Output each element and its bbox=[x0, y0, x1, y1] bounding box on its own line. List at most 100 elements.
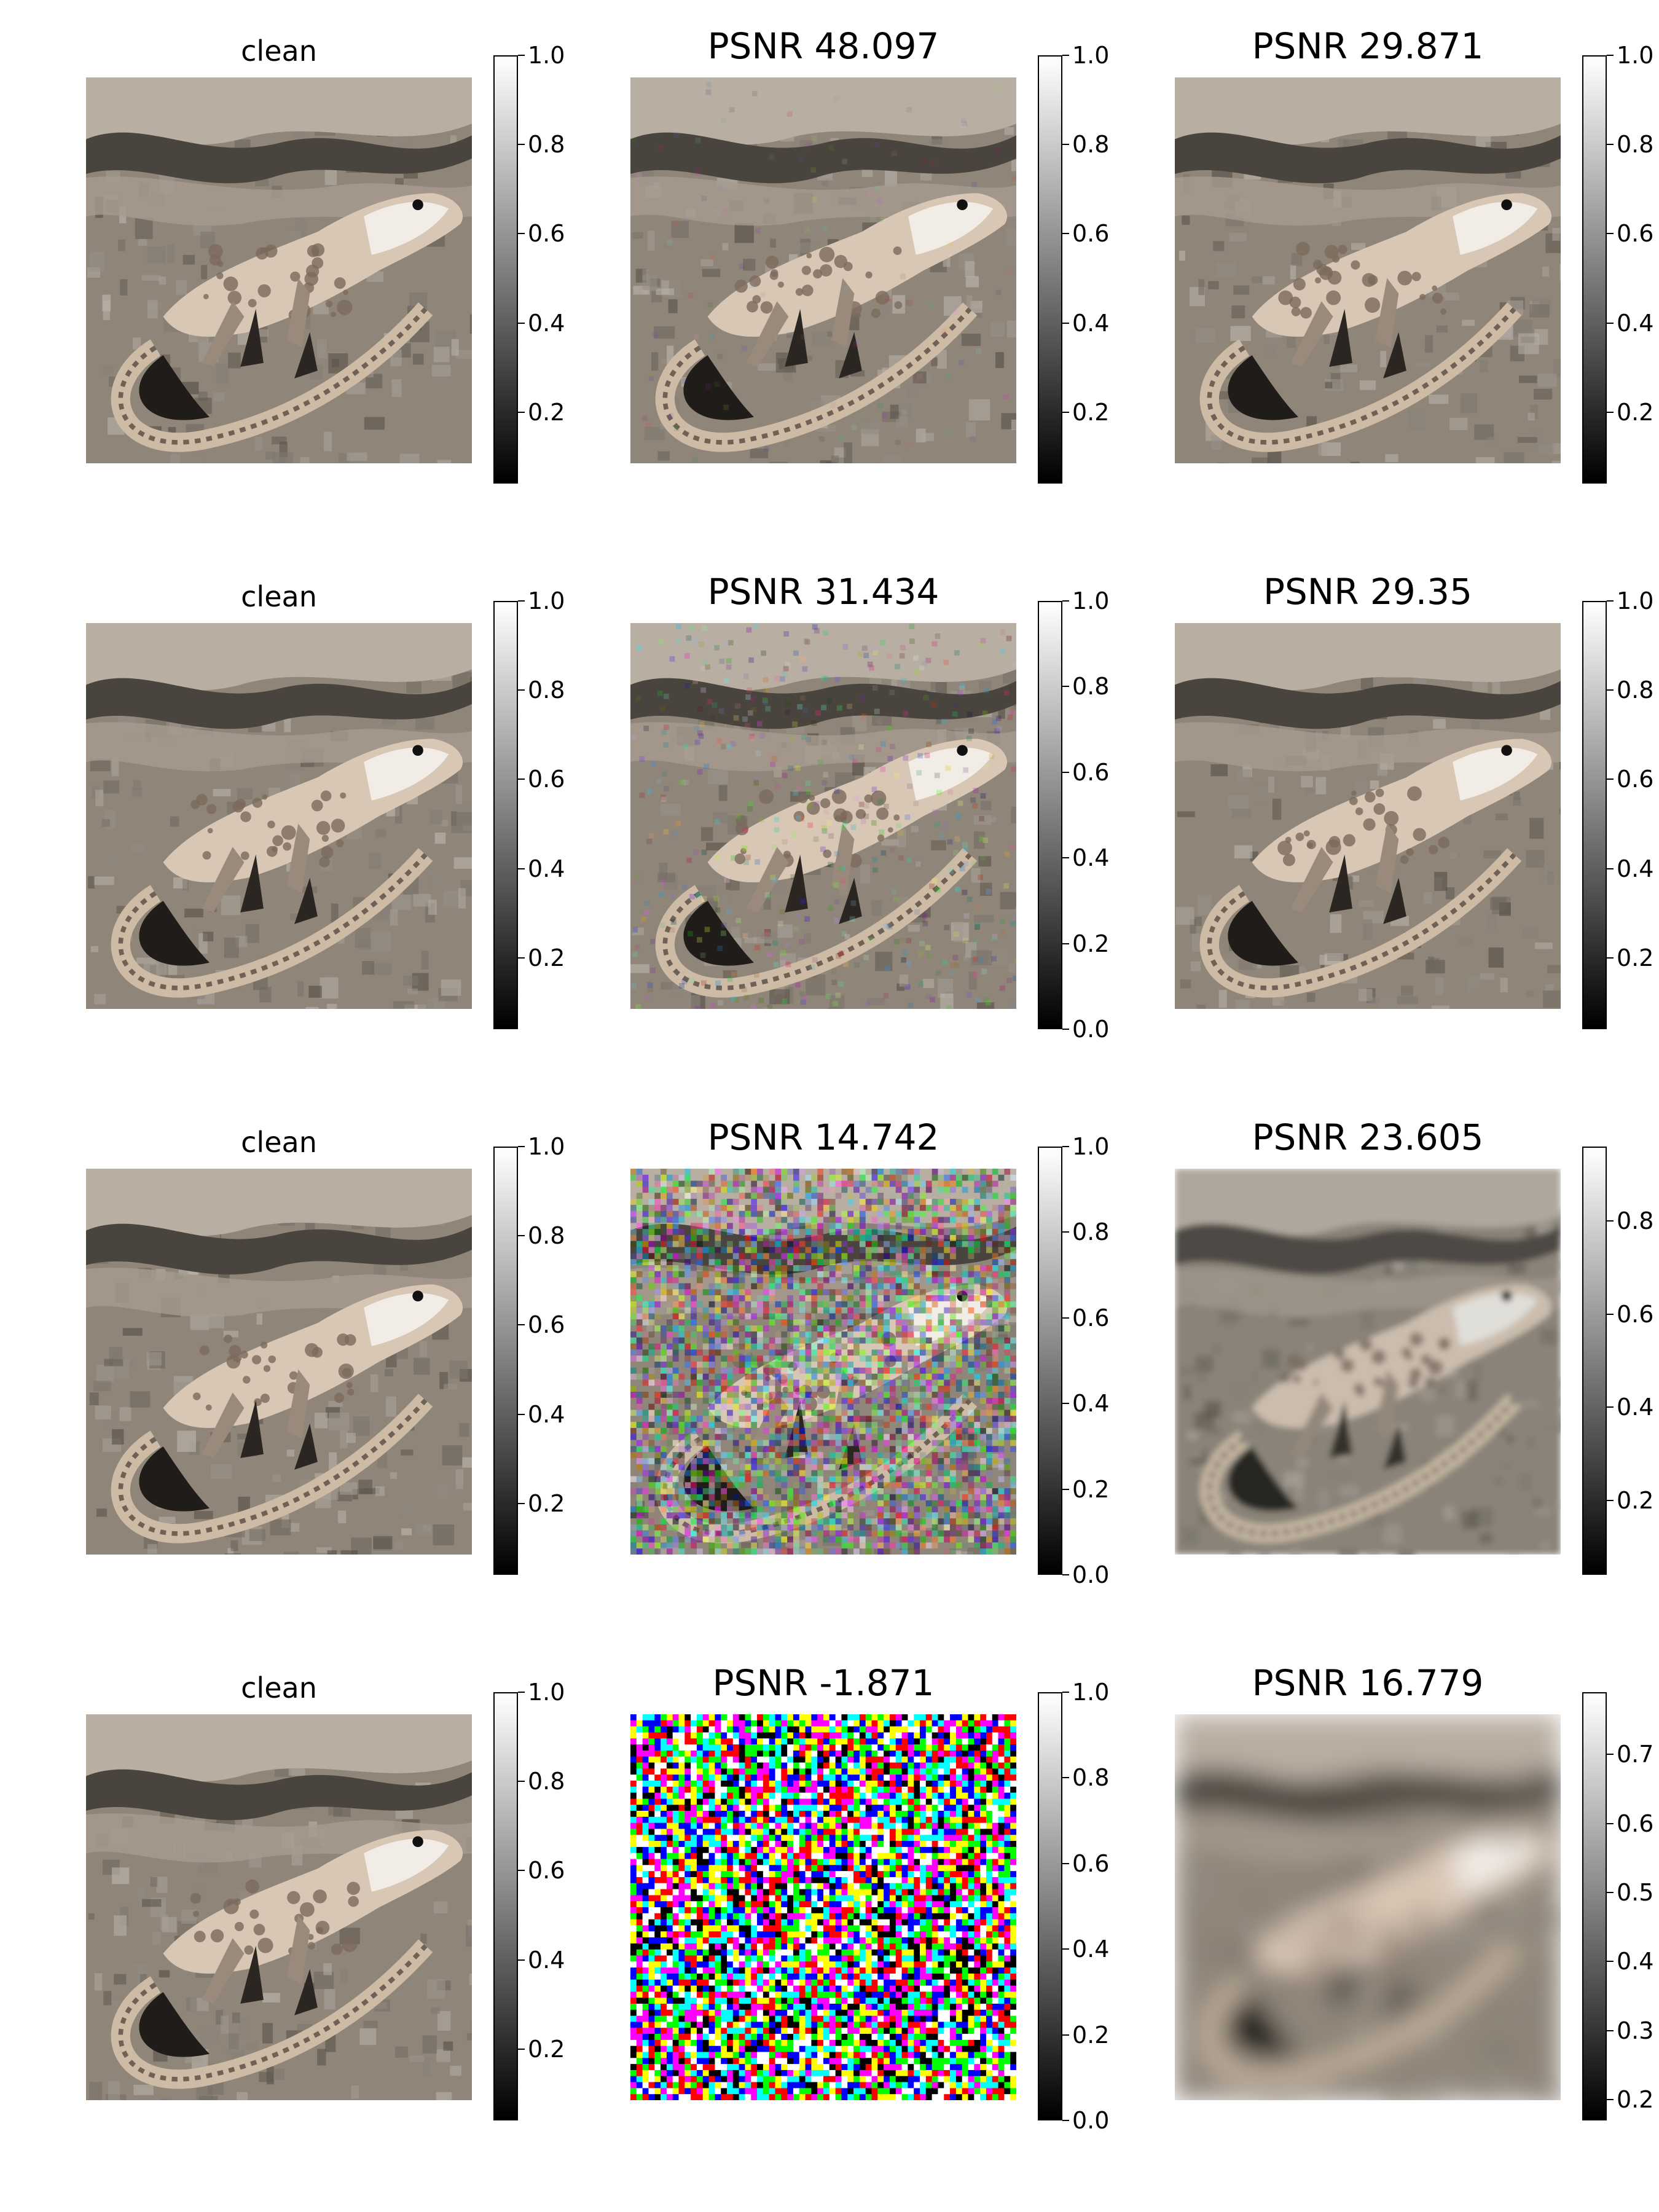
panel-title: PSNR 48.097 bbox=[707, 25, 939, 67]
colorbar-tick bbox=[1062, 1403, 1069, 1404]
colorbar-tick-label: 0.5 bbox=[1617, 1879, 1654, 1906]
colorbar-tick-label: 0.6 bbox=[528, 220, 565, 247]
colorbar-tick bbox=[1062, 1029, 1069, 1030]
colorbar-tick-label: 0.6 bbox=[1617, 1810, 1654, 1837]
colorbar-tick bbox=[518, 689, 525, 691]
panel-image-denoised-sharp bbox=[1175, 77, 1561, 463]
colorbar-tick bbox=[1062, 1777, 1069, 1778]
colorbar bbox=[493, 1147, 518, 1575]
colorbar-tick-label: 0.8 bbox=[1072, 131, 1110, 158]
colorbar-tick-label: 0.2 bbox=[528, 2036, 565, 2063]
colorbar-tick bbox=[1607, 1500, 1614, 1501]
panel-title: clean bbox=[241, 1671, 317, 1704]
panel-title: PSNR 16.779 bbox=[1252, 1662, 1484, 1704]
colorbar-tick bbox=[518, 1781, 525, 1782]
colorbar-tick-label: 0.8 bbox=[1617, 131, 1654, 158]
panel-title: PSNR 14.742 bbox=[707, 1116, 939, 1158]
colorbar-tick bbox=[1062, 233, 1069, 234]
colorbar bbox=[1582, 1692, 1607, 2120]
colorbar-tick-label: 0.0 bbox=[1072, 1016, 1110, 1043]
colorbar-tick-label: 0.6 bbox=[528, 766, 565, 793]
colorbar-tick-label: 0.4 bbox=[1617, 1948, 1654, 1975]
panel-title: PSNR 23.605 bbox=[1252, 1116, 1484, 1158]
colorbar-tick bbox=[1062, 1489, 1069, 1490]
colorbar-tick-label: 1.0 bbox=[528, 42, 565, 69]
panel-image-noisy-light bbox=[630, 623, 1016, 1009]
colorbar-tick bbox=[1062, 323, 1069, 324]
colorbar-tick bbox=[1607, 779, 1614, 780]
colorbar-tick bbox=[1062, 1317, 1069, 1319]
colorbar-tick-label: 0.0 bbox=[1072, 1561, 1110, 1588]
colorbar-tick bbox=[1062, 1146, 1069, 1147]
colorbar-tick-label: 0.2 bbox=[1072, 930, 1110, 957]
colorbar-tick bbox=[518, 600, 525, 602]
colorbar-tick-label: 0.6 bbox=[1072, 220, 1110, 247]
colorbar-tick bbox=[1607, 55, 1614, 56]
colorbar-tick bbox=[1607, 2030, 1614, 2031]
colorbar-tick-label: 0.6 bbox=[1617, 766, 1654, 793]
colorbar-tick bbox=[1062, 600, 1069, 602]
colorbar-tick bbox=[518, 1959, 525, 1961]
colorbar-tick bbox=[518, 55, 525, 56]
panel-image-denoised-sharp bbox=[1175, 623, 1561, 1009]
colorbar-tick bbox=[1607, 868, 1614, 869]
colorbar-tick bbox=[518, 144, 525, 145]
colorbar-tick bbox=[1607, 1823, 1614, 1824]
colorbar-tick bbox=[518, 868, 525, 869]
panel-title: clean bbox=[241, 34, 317, 68]
colorbar-tick bbox=[518, 1146, 525, 1147]
colorbar-tick-label: 0.8 bbox=[528, 677, 565, 704]
colorbar-tick bbox=[518, 412, 525, 413]
colorbar-tick bbox=[1062, 772, 1069, 773]
colorbar-tick bbox=[518, 323, 525, 324]
colorbar-tick bbox=[1607, 957, 1614, 959]
colorbar-tick-label: 0.2 bbox=[528, 944, 565, 971]
colorbar-tick bbox=[518, 1324, 525, 1325]
colorbar-tick bbox=[518, 233, 525, 234]
colorbar bbox=[1038, 55, 1062, 484]
colorbar-tick-label: 1.0 bbox=[1072, 42, 1110, 69]
panel-image-clean bbox=[86, 623, 472, 1009]
colorbar-tick-label: 0.6 bbox=[1072, 1850, 1110, 1877]
colorbar bbox=[1582, 55, 1607, 484]
colorbar-tick-label: 0.8 bbox=[1617, 1207, 1654, 1234]
panel-title: PSNR 29.35 bbox=[1263, 571, 1472, 613]
colorbar-tick bbox=[1062, 2034, 1069, 2036]
colorbar-tick-label: 0.4 bbox=[1072, 1936, 1110, 1963]
colorbar-tick-label: 1.0 bbox=[528, 1679, 565, 1706]
panel-image-clean bbox=[86, 77, 472, 463]
colorbar-tick bbox=[1062, 1574, 1069, 1575]
colorbar-tick-label: 0.2 bbox=[1072, 399, 1110, 426]
panel-image-denoised-blurry bbox=[1175, 1714, 1561, 2100]
colorbar-tick-label: 0.2 bbox=[1617, 399, 1654, 426]
colorbar-tick-label: 0.2 bbox=[1617, 944, 1654, 971]
colorbar-tick-label: 0.8 bbox=[1072, 1764, 1110, 1791]
colorbar bbox=[1582, 1147, 1607, 1575]
colorbar-tick-label: 0.8 bbox=[528, 1222, 565, 1249]
colorbar-tick bbox=[518, 1235, 525, 1236]
colorbar-tick-label: 0.8 bbox=[528, 131, 565, 158]
panel-title: clean bbox=[241, 580, 317, 613]
colorbar-tick bbox=[1607, 412, 1614, 413]
colorbar-tick bbox=[518, 1692, 525, 1693]
colorbar-tick-label: 0.2 bbox=[528, 1490, 565, 1517]
colorbar-tick bbox=[518, 957, 525, 959]
colorbar-tick bbox=[518, 1870, 525, 1871]
colorbar-tick-label: 0.4 bbox=[528, 1401, 565, 1428]
colorbar-tick bbox=[1607, 323, 1614, 324]
colorbar-tick-label: 0.3 bbox=[1617, 2017, 1654, 2044]
colorbar-tick-label: 0.2 bbox=[1617, 2086, 1654, 2113]
colorbar bbox=[1038, 1147, 1062, 1575]
colorbar-tick bbox=[1607, 2099, 1614, 2100]
colorbar-tick bbox=[1062, 943, 1069, 944]
colorbar-tick bbox=[1607, 144, 1614, 145]
colorbar-tick-label: 0.6 bbox=[528, 1311, 565, 1338]
colorbar-tick-label: 1.0 bbox=[1617, 42, 1654, 69]
colorbar-tick bbox=[1607, 1406, 1614, 1408]
colorbar-tick-label: 0.4 bbox=[1072, 1390, 1110, 1417]
colorbar-tick-label: 1.0 bbox=[1617, 587, 1654, 614]
panel-title: clean bbox=[241, 1126, 317, 1159]
colorbar bbox=[1038, 1692, 1062, 2120]
colorbar-tick bbox=[1607, 1754, 1614, 1755]
